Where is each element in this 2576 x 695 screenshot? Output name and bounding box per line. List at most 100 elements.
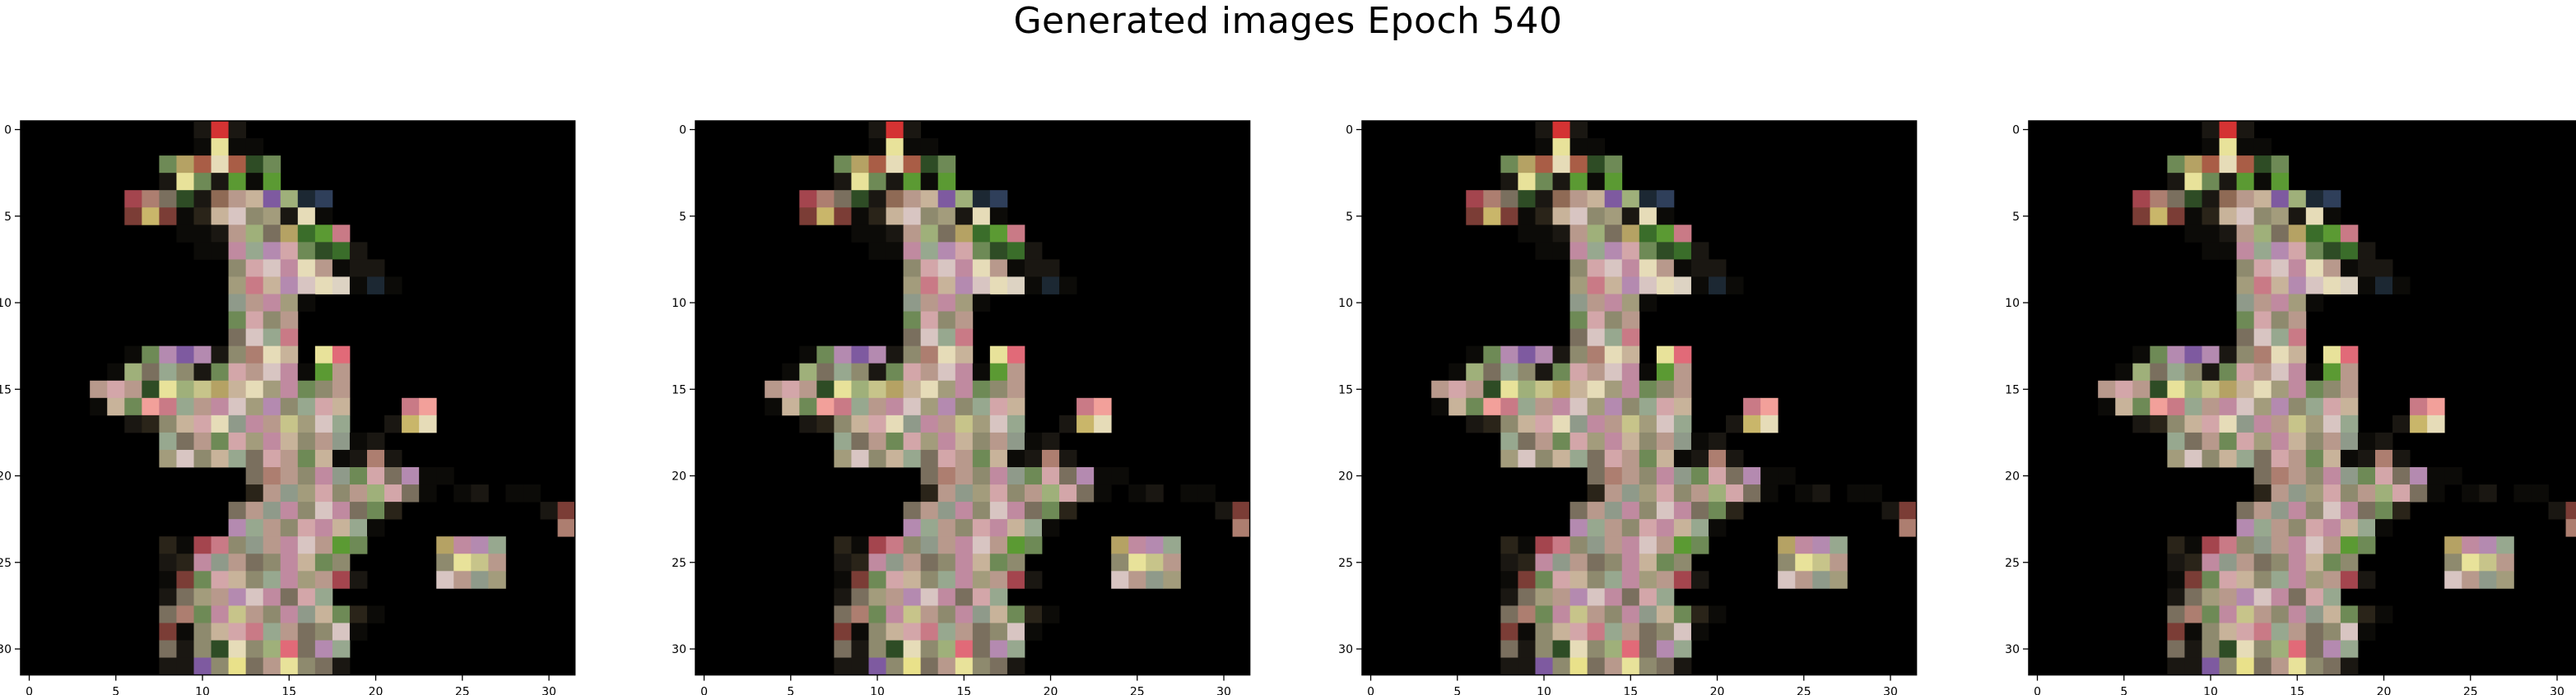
image-pixel [1621, 502, 1640, 520]
image-pixel [886, 225, 904, 243]
image-pixel [1007, 432, 1025, 451]
image-pixel [2236, 605, 2255, 623]
image-pixel [2305, 259, 2324, 277]
image-pixel [955, 328, 974, 347]
image-pixel [314, 657, 333, 675]
image-pixel [2202, 138, 2220, 156]
image-pixel [1535, 640, 1553, 658]
image-pixel [2357, 259, 2376, 277]
image-pixel [886, 380, 904, 399]
image-pixel [1007, 449, 1025, 468]
image-pixel [1500, 173, 1518, 191]
image-pixel [1076, 484, 1095, 503]
image-pixel [1535, 363, 1553, 382]
image-pixel [2565, 502, 2576, 520]
image-pixel [1726, 415, 1744, 433]
image-pixel [1673, 415, 1692, 433]
image-pixel [1535, 588, 1553, 606]
y-tick-label: 15 [1338, 383, 1353, 396]
generated-image-2: 0 5 10 15 20 25 30 0 5 10 15 20 25 30 [672, 120, 1251, 695]
image-pixel [2410, 397, 2428, 416]
image-pixel [280, 484, 299, 503]
image-pixel [297, 225, 316, 243]
image-pixel [1518, 207, 1536, 225]
image-pixel [955, 363, 974, 382]
image-pixel [1656, 380, 1675, 399]
image-pixel [280, 190, 299, 208]
image-pixel [1726, 449, 1744, 468]
image-pixel [314, 259, 333, 277]
image-pixel [1604, 467, 1623, 485]
image-pixel [1639, 242, 1658, 260]
image-pixel [1656, 225, 1675, 243]
image-pixel [2462, 571, 2480, 589]
image-pixel [2236, 155, 2255, 174]
image-pixel [540, 502, 558, 520]
image-pixel [1604, 345, 1623, 364]
image-pixel [1042, 605, 1060, 623]
image-pixel [263, 415, 281, 433]
image-pixel [211, 207, 229, 225]
image-pixel [297, 449, 316, 468]
image-pixel [297, 605, 316, 623]
image-pixel [1621, 225, 1640, 243]
image-pixel [903, 536, 922, 554]
image-pixel [228, 640, 247, 658]
image-pixel [367, 605, 385, 623]
image-pixel [245, 432, 264, 451]
image-pixel [2253, 449, 2272, 468]
image-pixel [1569, 536, 1588, 554]
image-pixel [903, 155, 922, 174]
image-pixel [1604, 242, 1623, 260]
image-pixel [1639, 294, 1658, 312]
image-pixel [937, 190, 956, 208]
image-pixel [1518, 571, 1536, 589]
image-pixel [989, 242, 1008, 260]
image-pixel [1197, 484, 1216, 503]
image-pixel [332, 623, 351, 641]
image-pixel [2202, 640, 2220, 658]
image-pixel [1466, 363, 1484, 382]
image-pixel [1535, 623, 1553, 641]
image-pixel [1690, 467, 1709, 485]
image-pixel [314, 276, 333, 294]
image-pixel [1709, 502, 1727, 520]
image-pixel [2202, 571, 2220, 589]
image-pixel [868, 536, 886, 554]
image-pixel [972, 207, 991, 225]
image-pixel [349, 571, 368, 589]
image-pixel [1621, 345, 1640, 364]
image-pixel [1024, 242, 1043, 260]
image-pixel [1094, 467, 1112, 485]
image-pixel [176, 449, 194, 468]
image-pixel [1552, 138, 1570, 156]
image-pixel [2288, 623, 2307, 641]
image-pixel [2479, 571, 2497, 589]
image-pixel [1639, 519, 1658, 537]
image-pixel [1518, 536, 1536, 554]
image-pixel [263, 155, 281, 174]
image-pixel [851, 432, 869, 451]
image-pixel [903, 623, 922, 641]
image-pixel [1042, 432, 1060, 451]
image-pixel [1518, 173, 1536, 191]
image-pixel [2184, 225, 2202, 243]
image-pixel [989, 554, 1008, 572]
image-pixel [2184, 397, 2202, 416]
image-pixel [1639, 554, 1658, 572]
image-pixel [159, 363, 177, 382]
image-pixel [2098, 397, 2116, 416]
image-pixel [297, 363, 316, 382]
image-pixel [1500, 588, 1518, 606]
image-pixel [1760, 415, 1779, 433]
image-pixel [2288, 207, 2307, 225]
image-pixel [2167, 536, 2185, 554]
image-pixel [2184, 605, 2202, 623]
image-pixel [1535, 397, 1553, 416]
image-pixel [211, 623, 229, 641]
image-pixel [2271, 363, 2290, 382]
image-pixel [937, 328, 956, 347]
image-pixel [419, 484, 437, 503]
image-pixel [799, 397, 817, 416]
image-pixel [937, 155, 956, 174]
